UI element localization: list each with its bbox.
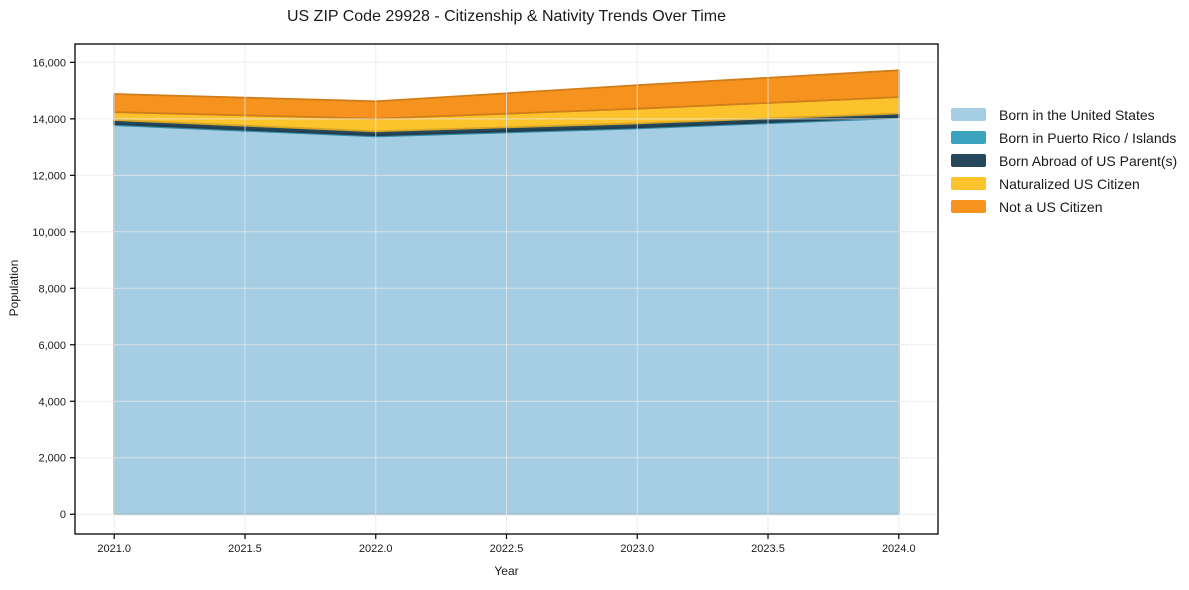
legend-item-3: Born Abroad of US Parent(s) — [951, 149, 1177, 172]
x-tick-label: 2024.0 — [882, 543, 916, 555]
x-axis-label: Year — [494, 564, 519, 578]
legend-item-4: Naturalized US Citizen — [951, 172, 1177, 195]
legend-label: Naturalized US Citizen — [999, 175, 1140, 192]
legend-swatch-icon — [951, 108, 986, 121]
chart-title: US ZIP Code 29928 - Citizenship & Nativi… — [287, 8, 726, 25]
legend-swatch-icon — [951, 154, 986, 167]
legend-swatch-icon — [951, 200, 986, 213]
x-tick-label: 2023.0 — [620, 543, 654, 555]
legend-item-5: Not a US Citizen — [951, 195, 1177, 218]
legend-item-2: Born in Puerto Rico / Islands — [951, 126, 1177, 149]
y-axis-label: Population — [7, 259, 21, 317]
y-tick-label: 8,000 — [38, 283, 66, 295]
y-tick-label: 10,000 — [32, 227, 66, 239]
y-tick-label: 4,000 — [38, 396, 66, 408]
y-tick-label: 6,000 — [38, 340, 66, 352]
legend-label: Born in Puerto Rico / Islands — [999, 129, 1177, 146]
legend: Born in the United States Born in Puerto … — [951, 103, 1177, 218]
x-tick-label: 2021.5 — [228, 543, 262, 555]
legend-item-1: Born in the United States — [951, 103, 1177, 126]
y-tick-label: 0 — [60, 509, 66, 521]
y-tick-label: 2,000 — [38, 453, 66, 465]
x-tick-label: 2022.0 — [359, 543, 393, 555]
x-tick-label: 2023.5 — [751, 543, 785, 555]
legend-label: Born Abroad of US Parent(s) — [999, 152, 1178, 169]
legend-swatch-icon — [951, 131, 986, 144]
y-tick-label: 14,000 — [32, 114, 66, 126]
legend-label: Born in the United States — [999, 106, 1155, 123]
x-tick-label: 2022.5 — [490, 543, 524, 555]
y-tick-label: 12,000 — [32, 170, 66, 182]
legend-swatch-icon — [951, 177, 986, 190]
y-tick-label: 16,000 — [32, 57, 66, 69]
x-tick-label: 2021.0 — [97, 543, 131, 555]
legend-label: Not a US Citizen — [999, 198, 1103, 215]
